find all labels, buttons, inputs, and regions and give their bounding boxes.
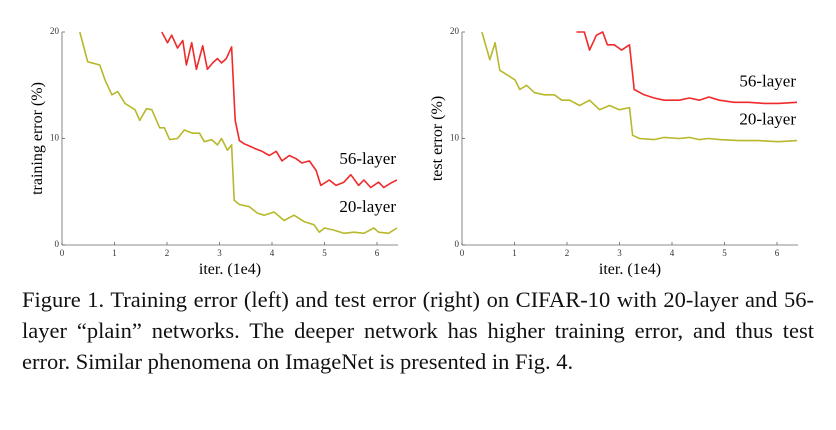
x-tick-label: 2 <box>165 248 170 258</box>
x-tick-label: 0 <box>60 248 65 258</box>
x-tick-label: 6 <box>375 248 380 258</box>
x-tick-label: 5 <box>322 248 327 258</box>
x-axis-label: iter. (1e4) <box>199 261 261 278</box>
series-line <box>79 31 398 235</box>
x-tick-label: 3 <box>617 248 622 258</box>
x-tick-label: 0 <box>460 248 465 258</box>
y-axis-label: test error (%) <box>429 96 446 181</box>
y-tick-label: 0 <box>55 239 60 249</box>
series-label: 20-layer <box>339 197 396 216</box>
x-tick-label: 1 <box>112 248 117 258</box>
y-tick-label: 20 <box>50 26 60 36</box>
series-line <box>481 31 798 143</box>
y-tick-label: 10 <box>450 133 460 143</box>
x-axis-label: iter. (1e4) <box>599 261 661 278</box>
series-line <box>161 31 398 189</box>
x-tick-label: 1 <box>512 248 517 258</box>
series-label: 56-layer <box>739 71 796 90</box>
y-tick-label: 10 <box>50 133 60 143</box>
x-tick-label: 5 <box>722 248 727 258</box>
y-tick-label: 20 <box>450 26 460 36</box>
series-label: 56-layer <box>339 149 396 168</box>
caption: Figure 1. Training error (left) and test… <box>22 287 814 374</box>
series-label: 20-layer <box>739 110 796 129</box>
y-axis-label: training error (%) <box>29 82 46 195</box>
series-line <box>576 31 798 105</box>
y-tick-label: 0 <box>455 239 460 249</box>
x-tick-label: 4 <box>670 248 675 258</box>
x-tick-label: 4 <box>270 248 275 258</box>
x-tick-label: 2 <box>565 248 570 258</box>
x-tick-label: 6 <box>775 248 780 258</box>
x-tick-label: 3 <box>217 248 222 258</box>
